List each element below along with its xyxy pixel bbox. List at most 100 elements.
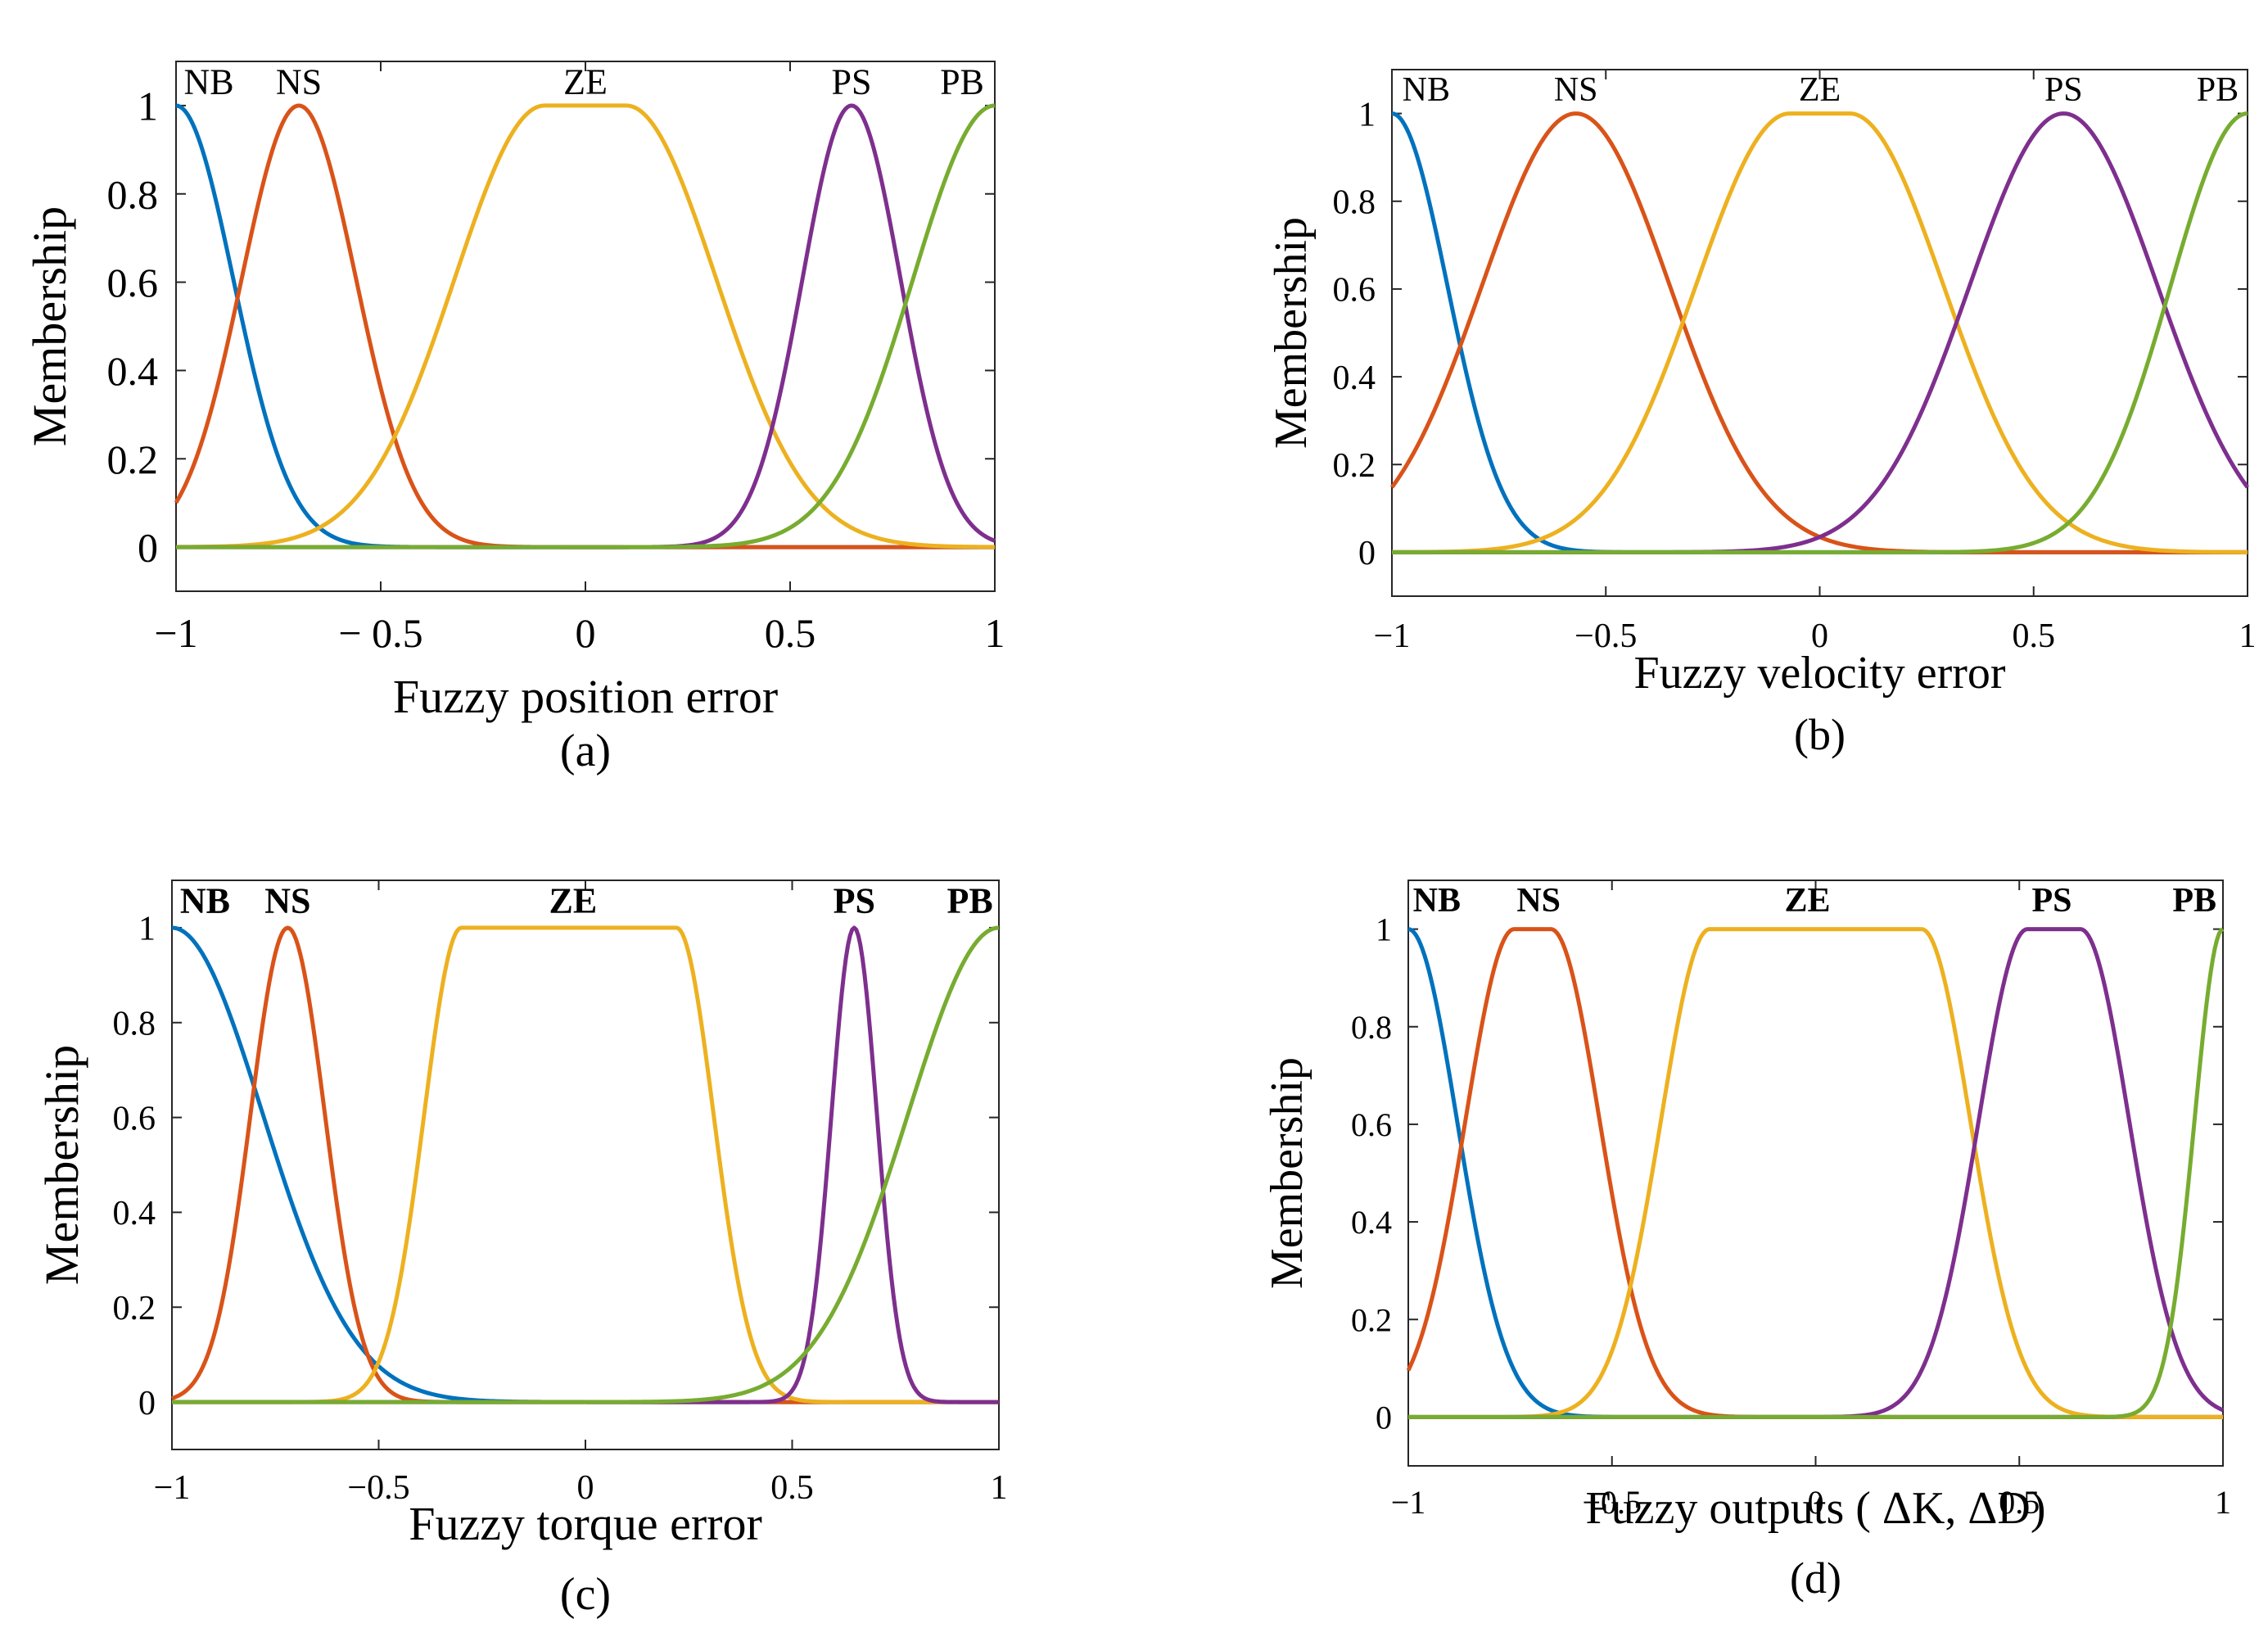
mf-label-nb: NB	[183, 62, 233, 102]
mf-label-pb: PB	[940, 62, 984, 102]
axes-box	[1391, 69, 2248, 597]
x-tick-label: 0.5	[1999, 1484, 2040, 1521]
mf-label-ps: PS	[834, 881, 875, 921]
mf-label-ze: ZE	[1799, 71, 1841, 109]
x-tick-label: 0.5	[2013, 617, 2056, 655]
x-tick-label: 1	[2215, 1484, 2231, 1521]
x-tick-label: −1	[154, 610, 197, 656]
y-tick-label: 0.6	[107, 260, 159, 305]
axes-box	[171, 880, 1000, 1450]
y-tick-label: 0.4	[113, 1195, 156, 1232]
panel-caption: (a)	[560, 726, 611, 776]
series-ps-line	[176, 103, 996, 549]
series-ns-line	[171, 925, 999, 1404]
y-axis-label: Membership	[1262, 1057, 1312, 1289]
y-axis-label: Membership	[1266, 217, 1317, 449]
mf-label-pb: PB	[2172, 882, 2216, 920]
mf-label-ns: NS	[276, 62, 322, 102]
x-tick-label: 0	[576, 610, 596, 656]
y-tick-label: 1	[138, 911, 156, 948]
series-ze-line	[1407, 927, 2224, 1419]
y-tick-label: 0.6	[113, 1100, 156, 1137]
y-axis-label: Membership	[23, 206, 76, 446]
x-tick-label: − 0.5	[338, 610, 422, 656]
series-nb-line	[1407, 927, 2224, 1419]
x-tick-label: −1	[1374, 617, 1411, 655]
series-ps-line	[1407, 927, 2225, 1419]
y-tick-label: 0.6	[1351, 1106, 1392, 1143]
series-nb-line	[175, 103, 995, 549]
y-tick-label: 1	[1358, 96, 1376, 133]
y-tick-label: 0	[138, 1385, 156, 1422]
x-tick-label: 0.5	[765, 610, 816, 656]
mf-label-ns: NS	[1516, 882, 1561, 920]
y-tick-label: 0.2	[1351, 1301, 1392, 1338]
series-pb-line	[172, 925, 1000, 1404]
mf-label-pb: PB	[2197, 71, 2239, 109]
y-tick-label: 0.6	[1333, 272, 1376, 310]
x-tick-label: −1	[1391, 1484, 1426, 1521]
y-tick-label: 0.2	[1333, 447, 1376, 485]
x-tick-label: 1	[991, 1469, 1008, 1507]
y-tick-label: 0.2	[113, 1290, 156, 1327]
mf-label-nb: NB	[1413, 882, 1461, 920]
mf-label-nb: NB	[1403, 71, 1450, 109]
mf-label-ze: ZE	[1785, 882, 1831, 920]
y-tick-label: 0.8	[113, 1005, 156, 1042]
series-nb-line	[171, 925, 999, 1404]
y-tick-label: 0.4	[1333, 360, 1376, 397]
series-ns-line	[174, 103, 995, 549]
y-tick-label: 0	[1376, 1399, 1392, 1436]
panel-caption: (b)	[1794, 710, 1846, 759]
x-tick-label: −0.5	[1574, 617, 1637, 655]
mf-label-ps: PS	[832, 62, 872, 102]
panel-caption: (d)	[1790, 1553, 1841, 1603]
mf-label-ze: ZE	[549, 881, 597, 921]
y-tick-label: 0.8	[107, 171, 159, 217]
panel-c: −1 −0.5 0 0.5 1 0 0.2 0.4 0.6 0.8 1 NB NS ZE PS PB Fuzzy…	[35, 880, 1008, 1620]
x-axis-label: Fuzzy velocity error	[1633, 648, 2005, 699]
y-tick-label: 0.4	[107, 348, 159, 394]
y-tick-label: 0	[138, 525, 158, 571]
x-axis-label: Fuzzy position error	[393, 670, 778, 723]
x-axis-label: Fuzzy outputs ( ΔK, ΔD)	[1586, 1483, 2046, 1534]
panel-b: −1 −0.5 0 0.5 1 0 0.2 0.4 0.6 0.8 1 NB NS ZE PS PB Fuzzy…	[1266, 69, 2257, 759]
x-tick-label: 1	[2239, 617, 2257, 655]
x-tick-label: −0.5	[1582, 1484, 1642, 1521]
mf-label-ps: PS	[2044, 71, 2083, 109]
y-tick-label: 1	[138, 83, 158, 129]
x-tick-label: 0	[1808, 1484, 1824, 1521]
y-tick-label: 0	[1358, 535, 1376, 572]
mf-label-pb: PB	[947, 881, 993, 921]
y-tick-label: 0.8	[1351, 1009, 1392, 1046]
series-ns-line	[1406, 927, 2224, 1419]
y-axis-label: Membership	[35, 1045, 88, 1285]
x-tick-label: 0.5	[770, 1469, 814, 1507]
y-tick-label: 0.4	[1351, 1204, 1392, 1241]
panel-a: −1 − 0.5 0 0.5 1 0 0.2 0.4 0.6 0.8 1 NB NS ZE PS PB Fuzz…	[23, 61, 1005, 776]
x-tick-label: 1	[985, 610, 1005, 656]
series-ze-line	[175, 103, 996, 549]
panel-caption: (c)	[560, 1569, 611, 1620]
y-tick-label: 0.2	[107, 436, 159, 482]
mf-label-nb: NB	[180, 881, 230, 921]
series-pb-line	[1407, 927, 2225, 1419]
y-tick-label: 1	[1376, 911, 1392, 948]
x-axis-label: Fuzzy torque error	[409, 1497, 762, 1550]
series-ps-line	[172, 925, 999, 1404]
series-ze-line	[172, 925, 999, 1404]
x-tick-label: −1	[154, 1469, 191, 1507]
mf-label-ns: NS	[264, 881, 310, 921]
y-tick-label: 0.8	[1333, 183, 1376, 221]
mf-label-ps: PS	[2032, 882, 2072, 920]
series-pb-line	[176, 103, 996, 549]
series-ze-line	[1391, 111, 2248, 554]
mf-label-ze: ZE	[563, 62, 608, 102]
mf-label-ns: NS	[1554, 71, 1598, 109]
series-pb-line	[1392, 111, 2248, 554]
panel-d: −1 −0.5 0 0.5 1 0 0.2 0.4 0.6 0.8 1 NB NS ZE PS PB Fuzzy…	[1262, 880, 2231, 1603]
x-tick-label: 0	[1811, 617, 1828, 655]
x-tick-label: 0	[577, 1469, 594, 1507]
